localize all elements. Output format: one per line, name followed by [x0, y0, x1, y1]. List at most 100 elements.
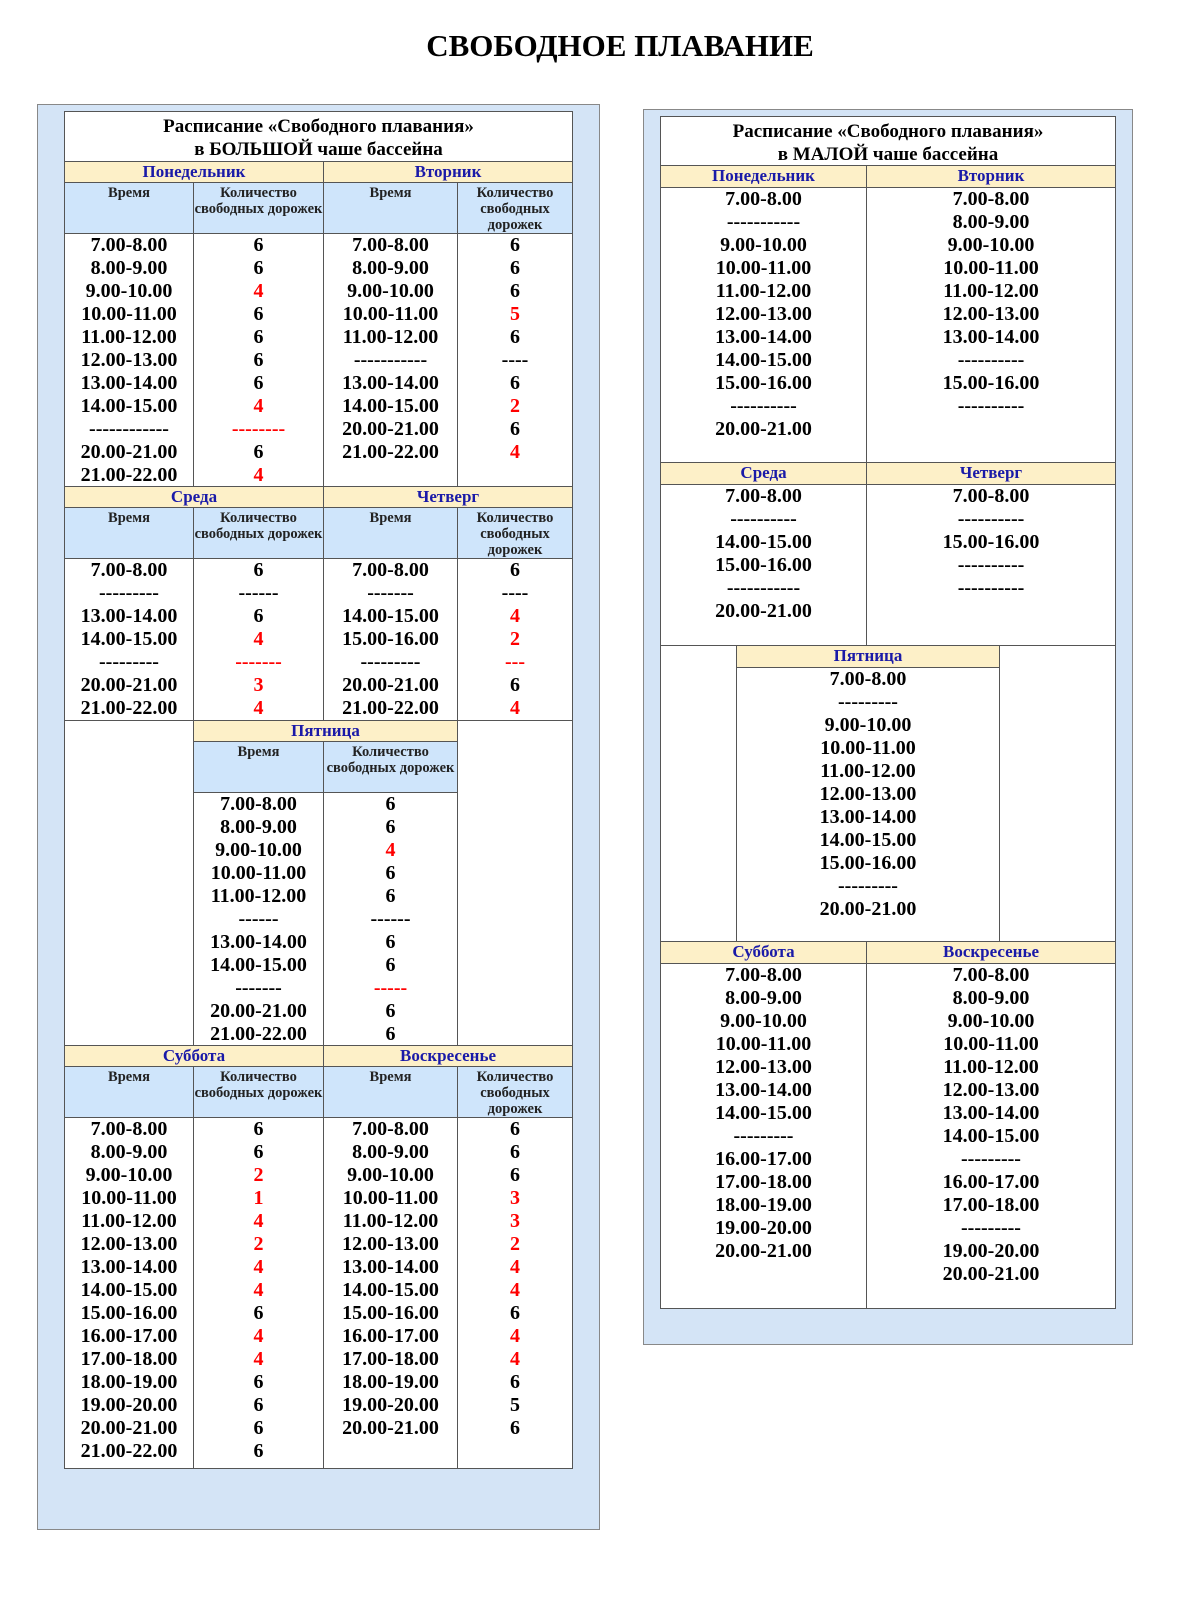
time-slot: 15.00-16.00 [819, 852, 917, 874]
day-header: Вторник [866, 165, 1116, 188]
time-slot: 14.00-15.00 [715, 531, 812, 553]
free-lanes-count: 4 [510, 1279, 520, 1301]
free-lanes-count: 6 [253, 234, 264, 256]
time-slot: 12.00-13.00 [942, 303, 1040, 325]
time-slot: 9.00-10.00 [215, 839, 302, 861]
free-lanes-count: 6 [253, 303, 264, 325]
time-column: 7.00-8.00 --------- 13.00-14.00 14.00-15.00… [64, 558, 194, 721]
time-slot: --------- [838, 875, 898, 897]
time-slot: 20.00-21.00 [942, 1263, 1040, 1285]
free-lanes-count: 6 [510, 674, 520, 696]
free-lanes-count: 3 [510, 1187, 520, 1209]
time-slot: 11.00-12.00 [342, 1210, 439, 1232]
time-slot: 11.00-12.00 [715, 280, 812, 302]
column-header-label: Время [369, 185, 412, 201]
time-slot: 12.00-13.00 [942, 1079, 1040, 1101]
free-lanes-count: 6 [510, 1302, 520, 1324]
free-lanes-count: 6 [510, 326, 520, 348]
day-name: Среда [170, 487, 218, 506]
day-header: Четверг [323, 486, 573, 508]
time-slot: ---------- [957, 508, 1025, 530]
day-header: Среда [660, 462, 867, 485]
time-slot: 20.00-21.00 [342, 418, 439, 440]
free-lanes-count: 2 [253, 1164, 264, 1186]
time-slot: 8.00-9.00 [952, 987, 1030, 1009]
time-column: 7.00-8.00 ----------- 9.00-10.00 10.00-11.0… [660, 187, 867, 463]
free-lanes-count: 4 [253, 628, 264, 650]
free-lanes-count: 2 [510, 628, 520, 650]
time-slot: 7.00-8.00 [352, 559, 429, 581]
time-slot: 15.00-16.00 [342, 628, 439, 650]
time-slot: 11.00-12.00 [210, 885, 307, 907]
day-header: Пятница [193, 720, 458, 742]
time-slot: 18.00-19.00 [342, 1371, 439, 1393]
time-slot: 12.00-13.00 [80, 1233, 178, 1255]
column-header-label: Количество свободных дорожек [194, 510, 323, 542]
time-slot: 14.00-15.00 [715, 349, 812, 371]
free-lanes-count: 6 [385, 931, 396, 953]
time-slot: 20.00-21.00 [715, 1240, 812, 1262]
time-slot: ------------ [89, 418, 169, 440]
day-header: Воскресенье [323, 1045, 573, 1067]
free-lanes-count: ---- [501, 349, 529, 371]
time-slot: 21.00-22.00 [210, 1023, 307, 1045]
free-lanes-count: ----- [373, 977, 408, 999]
column-header-label: Время [108, 510, 150, 526]
time-slot: 20.00-21.00 [715, 600, 812, 622]
free-lanes-count: 4 [253, 1256, 264, 1278]
free-lanes-count: -------- [231, 418, 286, 440]
time-slot: 10.00-11.00 [715, 257, 812, 279]
time-slot: 12.00-13.00 [715, 303, 812, 325]
free-lanes-count: ------ [238, 582, 279, 604]
time-slot: 14.00-15.00 [342, 395, 439, 417]
free-lanes-count: 6 [253, 1417, 264, 1439]
free-lanes-count: 4 [510, 1256, 520, 1278]
column-header-label: Время [108, 185, 150, 201]
free-lanes-count: 6 [253, 1302, 264, 1324]
column-header-time: Время [64, 507, 194, 559]
time-slot: 20.00-21.00 [80, 441, 178, 463]
time-slot: 10.00-11.00 [210, 862, 307, 884]
free-lanes-count: 2 [510, 1233, 520, 1255]
free-lanes-count: 5 [510, 303, 520, 325]
time-slot: ----------- [726, 211, 801, 233]
time-slot: 14.00-15.00 [80, 1279, 178, 1301]
time-slot: 16.00-17.00 [942, 1171, 1040, 1193]
column-header-label: Количество свободных дорожек [476, 510, 554, 558]
time-slot: 14.00-15.00 [819, 829, 917, 851]
time-slot: 13.00-14.00 [80, 372, 178, 394]
time-slot: 9.00-10.00 [85, 1164, 173, 1186]
time-slot: --------- [99, 582, 159, 604]
time-slot: 7.00-8.00 [90, 559, 168, 581]
day-name: Среда [740, 463, 787, 482]
free-lanes-count: 6 [253, 349, 264, 371]
time-slot: 7.00-8.00 [90, 1118, 168, 1140]
column-header-label: Время [369, 510, 412, 526]
time-slot: 8.00-9.00 [725, 987, 802, 1009]
day-header: Воскресенье [866, 941, 1116, 964]
column-header-lanes: Количество свободных дорожек [457, 507, 573, 559]
day-name: Воскресенье [399, 1046, 496, 1065]
day-name: Понедельник [712, 166, 815, 185]
lanes-column: 6 ---- 4 2 --- 6 4 [457, 558, 573, 721]
day-name: Вторник [957, 166, 1025, 185]
time-column: 7.00-8.00 --------- 9.00-10.00 10.00-11.00 1… [736, 667, 1000, 942]
free-lanes-count: 5 [510, 1394, 520, 1416]
time-slot: 7.00-8.00 [725, 188, 802, 210]
free-lanes-count: 6 [253, 1394, 264, 1416]
time-slot: 11.00-12.00 [342, 326, 439, 348]
time-slot: 9.00-10.00 [347, 1164, 434, 1186]
time-slot: 16.00-17.00 [80, 1325, 178, 1347]
free-lanes-count: 4 [253, 464, 264, 486]
day-name: Понедельник [142, 162, 246, 181]
free-lanes-count: ---- [501, 582, 529, 604]
big-pool-title: Расписание «Свободного плавания» в БОЛЬШ… [64, 111, 573, 162]
time-slot: 14.00-15.00 [80, 395, 178, 417]
small-pool-title-line1: Расписание «Свободного плавания» [732, 121, 1044, 142]
time-slot: 10.00-11.00 [943, 1033, 1039, 1055]
time-slot: 13.00-14.00 [210, 931, 307, 953]
free-lanes-count: 6 [253, 441, 264, 463]
free-lanes-count: ------ [370, 908, 411, 930]
time-slot: 17.00-18.00 [942, 1194, 1040, 1216]
free-lanes-count: 6 [253, 326, 264, 348]
